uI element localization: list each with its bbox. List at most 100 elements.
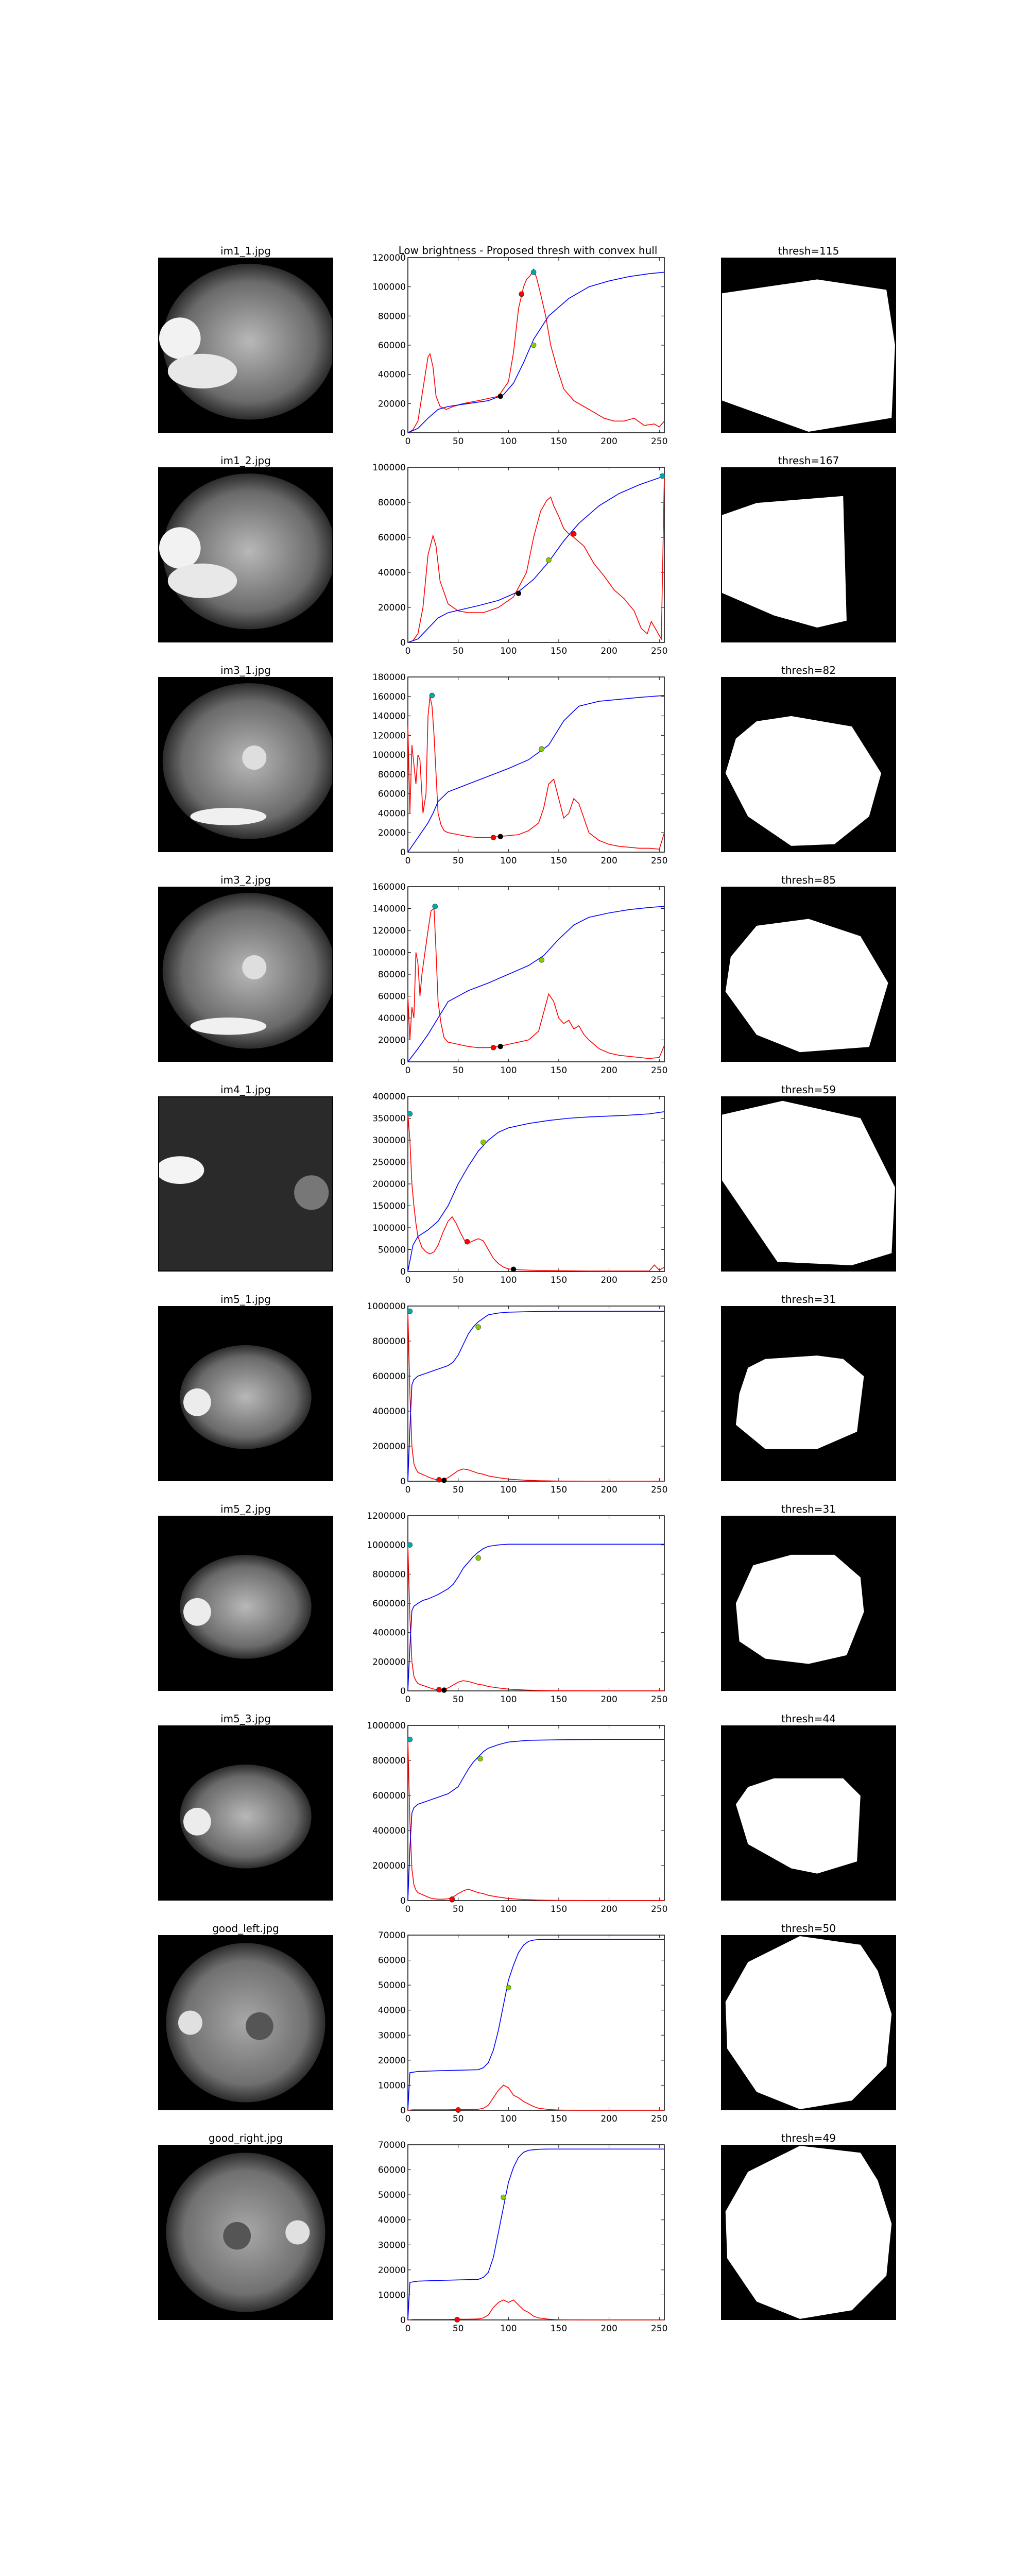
y-tick-label: 30000 <box>378 2030 406 2041</box>
x-tick-label: 50 <box>453 856 464 866</box>
y-tick-label: 1000000 <box>367 1540 406 1551</box>
figure-row: good_right.jpg thresh=49 0 50 100 150 200 250 0 1… <box>0 2129 1030 2340</box>
x-tick-label: 250 <box>651 1275 667 1285</box>
x-tick-label: 50 <box>453 1485 464 1495</box>
histogram-line <box>407 268 665 433</box>
figure-row: im3_1.jpg thresh=82 0 50 100 150 200 250 0 20000 4… <box>0 662 1030 872</box>
figure-row: good_left.jpg thresh=50 0 50 100 150 200 250 0 10… <box>0 1920 1030 2130</box>
fundus-image <box>158 887 333 1062</box>
bright-glare <box>159 1156 204 1184</box>
x-tick-label: 0 <box>405 1485 411 1495</box>
convex-hull-mask <box>721 1516 896 1691</box>
hull-region <box>722 1100 895 1265</box>
image-title: im5_2.jpg <box>220 1503 271 1515</box>
plot-frame <box>407 467 665 643</box>
threshold-marker <box>530 342 537 348</box>
y-tick-label: 200000 <box>372 1657 406 1667</box>
histogram-chart: 0 50 100 150 200 250 0 20000 40000 60000 80000 1000… <box>372 253 667 447</box>
y-tick-label: 140000 <box>372 904 406 914</box>
x-tick-label: 200 <box>600 646 617 656</box>
plot-frame <box>407 886 665 1062</box>
bright-glare <box>167 563 237 598</box>
y-tick-label: 400000 <box>372 1628 406 1638</box>
image-title: im5_1.jpg <box>220 1293 271 1306</box>
figure-row: im5_1.jpg thresh=31 0 50 100 150 200 250 0 200000… <box>0 1291 1030 1501</box>
threshold-marker <box>407 1308 413 1314</box>
y-tick-label: 80000 <box>378 498 406 508</box>
x-tick-label: 200 <box>600 1694 617 1705</box>
x-tick-label: 200 <box>600 2114 617 2124</box>
hull-region <box>735 1554 864 1664</box>
y-tick-label: 100000 <box>372 463 406 473</box>
threshold-marker <box>490 1045 496 1050</box>
x-tick-label: 50 <box>453 646 464 656</box>
y-tick-label: 20000 <box>378 2056 406 2066</box>
y-tick-label: 0 <box>400 1057 406 1067</box>
x-tick-label: 200 <box>600 1904 617 1914</box>
x-tick-label: 50 <box>453 1065 464 1076</box>
threshold-marker <box>539 746 545 752</box>
bright-glare <box>190 1018 267 1035</box>
figure-row: im5_3.jpg thresh=44 0 50 100 150 200 250 0 200000… <box>0 1710 1030 1920</box>
y-tick-label: 30000 <box>378 2240 406 2250</box>
macula-spot <box>246 2012 273 2040</box>
image-title: good_right.jpg <box>208 2132 283 2144</box>
figure-title: Low brightness - Proposed thresh with co… <box>398 244 658 257</box>
y-tick-label: 50000 <box>378 2190 406 2200</box>
optic-disc <box>159 527 201 569</box>
fundus-ellipse <box>180 1764 312 1869</box>
convex-hull-mask <box>721 1935 896 2110</box>
y-tick-label: 10000 <box>378 2290 406 2300</box>
y-tick-label: 800000 <box>372 1756 406 1766</box>
x-tick-label: 100 <box>500 436 517 447</box>
cumulative-line <box>407 1739 664 1901</box>
y-tick-label: 120000 <box>372 926 406 936</box>
y-tick-label: 40000 <box>378 2006 406 2016</box>
threshold-marker <box>659 473 665 479</box>
plot-frame <box>407 1096 665 1272</box>
y-tick-label: 120000 <box>372 731 406 741</box>
y-tick-label: 0 <box>400 1477 406 1487</box>
y-tick-label: 100000 <box>372 948 406 958</box>
bright-glare <box>190 808 267 825</box>
figure-row: im4_1.jpg thresh=59 0 50 100 150 200 250 0 50000 1… <box>0 1081 1030 1291</box>
cumulative-line <box>407 695 665 853</box>
optic-disc <box>242 955 267 980</box>
fundus-image <box>158 1306 333 1481</box>
y-tick-label: 0 <box>400 2106 406 2116</box>
convex-hull-mask <box>721 677 896 852</box>
fundus-image <box>158 258 333 433</box>
x-tick-label: 50 <box>453 1694 464 1705</box>
cumulative-line <box>407 476 665 643</box>
image-title: im1_2.jpg <box>220 454 271 467</box>
optic-disc <box>159 317 201 359</box>
convex-hull-mask <box>721 258 896 433</box>
y-tick-label: 20000 <box>378 2265 406 2276</box>
y-tick-label: 400000 <box>372 1826 406 1836</box>
hull-region <box>725 2146 892 2319</box>
y-tick-label: 120000 <box>372 253 406 263</box>
y-tick-label: 800000 <box>372 1336 406 1347</box>
optic-disc <box>183 1807 211 1836</box>
cumulative-line <box>407 2148 664 2320</box>
cumulative-line <box>407 1939 664 2111</box>
y-tick-label: 60000 <box>378 533 406 543</box>
y-tick-label: 20000 <box>378 1036 406 1046</box>
y-tick-label: 1000000 <box>367 1721 406 1731</box>
x-tick-label: 100 <box>500 1904 517 1914</box>
x-tick-label: 0 <box>405 856 411 866</box>
threshold-title: thresh=31 <box>781 1293 836 1306</box>
y-tick-label: 70000 <box>378 2140 406 2150</box>
x-tick-label: 150 <box>551 1065 567 1076</box>
x-tick-label: 100 <box>500 646 517 656</box>
threshold-marker <box>429 692 435 699</box>
figure-row: im5_2.jpg thresh=31 0 50 100 150 200 250 0 200000… <box>0 1500 1030 1710</box>
x-tick-label: 150 <box>551 1485 567 1495</box>
x-tick-label: 0 <box>405 646 411 656</box>
plot-frame <box>407 2144 665 2320</box>
y-tick-label: 10000 <box>378 2080 406 2091</box>
y-tick-label: 50000 <box>378 1245 406 1256</box>
y-tick-label: 0 <box>400 638 406 648</box>
threshold-title: thresh=59 <box>781 1083 836 1096</box>
plot-frame <box>407 1725 665 1901</box>
